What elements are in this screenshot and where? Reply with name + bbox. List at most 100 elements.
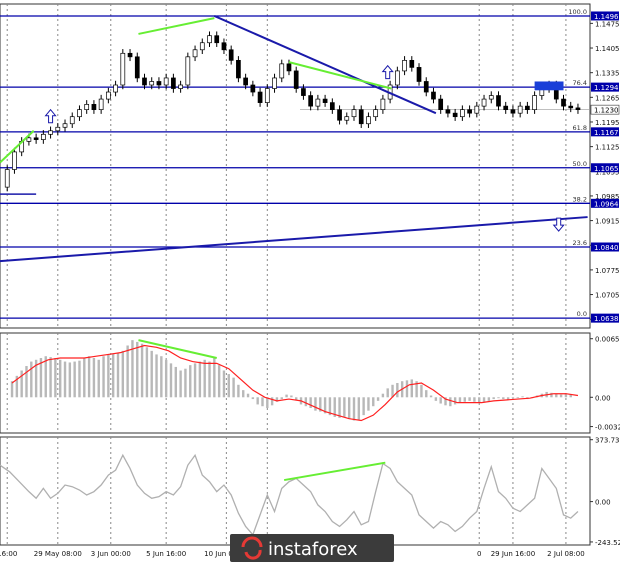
- macd-histogram-bar: [343, 397, 346, 417]
- macd-histogram-bar: [304, 397, 308, 407]
- candle-body: [308, 95, 314, 107]
- macd-histogram-bar: [87, 356, 91, 398]
- candle-body: [178, 84, 183, 89]
- candle-body: [286, 63, 292, 72]
- candle-body: [33, 137, 39, 140]
- macd-histogram-bar: [145, 347, 149, 398]
- candle-body: [510, 109, 516, 114]
- fib-price-label: 1.0964: [594, 200, 619, 208]
- macd-histogram-bar: [78, 360, 81, 398]
- macd-histogram-bar: [34, 359, 38, 398]
- fib-price-label-bg: [591, 82, 619, 92]
- fib-price-label: 1.1294: [594, 84, 619, 92]
- time-axis-label: 3 Jun 00:00: [91, 550, 131, 558]
- candle-body: [272, 77, 277, 89]
- macd-histogram-bar: [97, 359, 100, 398]
- macd-histogram-bar: [251, 397, 255, 400]
- fib-price-label: 1.0638: [594, 315, 619, 323]
- candle-body: [351, 109, 357, 118]
- cci-tick-label: 0.00: [595, 499, 611, 507]
- macd-histogram-bar: [256, 397, 259, 405]
- candle-body: [293, 70, 299, 89]
- macd-histogram-bar: [338, 397, 341, 418]
- macd-histogram-bar: [559, 394, 563, 398]
- watermark-background: [230, 534, 394, 562]
- macd-histogram-bar: [73, 361, 76, 398]
- fib-level-percent: 23.6: [573, 239, 587, 247]
- macd-histogram-bar: [126, 345, 129, 398]
- macd-histogram-bar: [63, 361, 67, 398]
- candle-body: [438, 98, 444, 111]
- fib-price-label: 1.1167: [594, 129, 619, 137]
- macd-histogram-bar: [521, 396, 524, 398]
- candle-body: [279, 63, 285, 79]
- candle-body: [77, 109, 82, 118]
- fib-price-label-bg: [591, 313, 619, 323]
- fib-level-percent: 38.2: [573, 195, 587, 203]
- price-tick-label: 1.1055: [595, 168, 620, 176]
- macd-histogram-bar: [319, 397, 322, 412]
- macd-histogram-bar: [39, 358, 43, 398]
- price-tick-label: 1.1475: [595, 20, 620, 28]
- macd-histogram-bar: [285, 394, 288, 398]
- fib-price-label-bg: [591, 242, 619, 252]
- fib-level-percent: 50.0: [573, 160, 587, 168]
- macd-histogram-bar: [25, 366, 28, 398]
- macd-histogram-bar: [189, 365, 192, 398]
- candle-body: [264, 88, 270, 103]
- trendline: [213, 15, 437, 115]
- price-tick-label: 1.1405: [595, 45, 620, 53]
- macd-histogram-bar: [376, 397, 380, 401]
- candle-body: [4, 169, 10, 188]
- candle-body: [431, 91, 436, 100]
- macd-divergence-line: [138, 339, 217, 359]
- macd-histogram-bar: [309, 397, 312, 408]
- macd-histogram-bar: [367, 397, 370, 411]
- macd-histogram-bar: [59, 359, 62, 398]
- macd-histogram-bar: [270, 397, 274, 406]
- macd-histogram-bar: [217, 365, 221, 398]
- watermark-text: instaforex: [268, 539, 358, 560]
- macd-histogram-bar: [213, 358, 216, 398]
- candle-body: [192, 49, 198, 58]
- macd-histogram-bar: [497, 397, 500, 399]
- candle-body: [315, 98, 321, 107]
- candle-body: [394, 70, 400, 86]
- macd-histogram-bar: [222, 370, 226, 398]
- macd-histogram-bar: [439, 397, 442, 404]
- macd-histogram-bar: [155, 354, 158, 398]
- macd-histogram-bar: [237, 384, 240, 398]
- fib-level-percent: 61.8: [573, 124, 587, 132]
- macd-histogram-bar: [275, 397, 279, 402]
- candle-body: [503, 105, 509, 111]
- macd-tick-label: -0.00328: [595, 424, 620, 432]
- candle-body: [98, 98, 104, 111]
- divergence-line: [138, 17, 215, 35]
- candle-body: [62, 123, 68, 128]
- macd-histogram-bar: [487, 397, 491, 401]
- candle-body: [257, 91, 263, 103]
- divergence-line: [288, 61, 392, 90]
- candle-body: [373, 109, 379, 118]
- macd-histogram-bar: [160, 356, 163, 398]
- candle-body: [40, 133, 46, 140]
- candle-body: [26, 137, 32, 142]
- price-axis: 1.1475 1.1405 1.1335 1.1265 1.1195 1.1125 1.10…: [590, 11, 620, 547]
- macd-histogram-bar: [386, 388, 389, 398]
- macd-histogram-bar: [203, 359, 206, 398]
- macd-histogram-bar: [68, 362, 72, 398]
- macd-histogram-bar: [242, 390, 245, 398]
- macd-histogram-bar: [478, 397, 481, 403]
- macd-histogram-bar: [420, 384, 423, 398]
- candle-body: [474, 105, 480, 114]
- macd-histogram-bar: [102, 356, 105, 398]
- macd-histogram-bar: [482, 397, 486, 402]
- time-axis-label: 10 Jun 08:00: [204, 550, 248, 558]
- macd-histogram-bar: [516, 397, 519, 399]
- price-tick-label: 1.1125: [595, 144, 620, 152]
- macd-histogram-bar: [44, 356, 47, 398]
- candle-body: [322, 98, 328, 103]
- price-tick-label: 1.1195: [595, 119, 620, 127]
- up-arrow-icon: [44, 108, 57, 124]
